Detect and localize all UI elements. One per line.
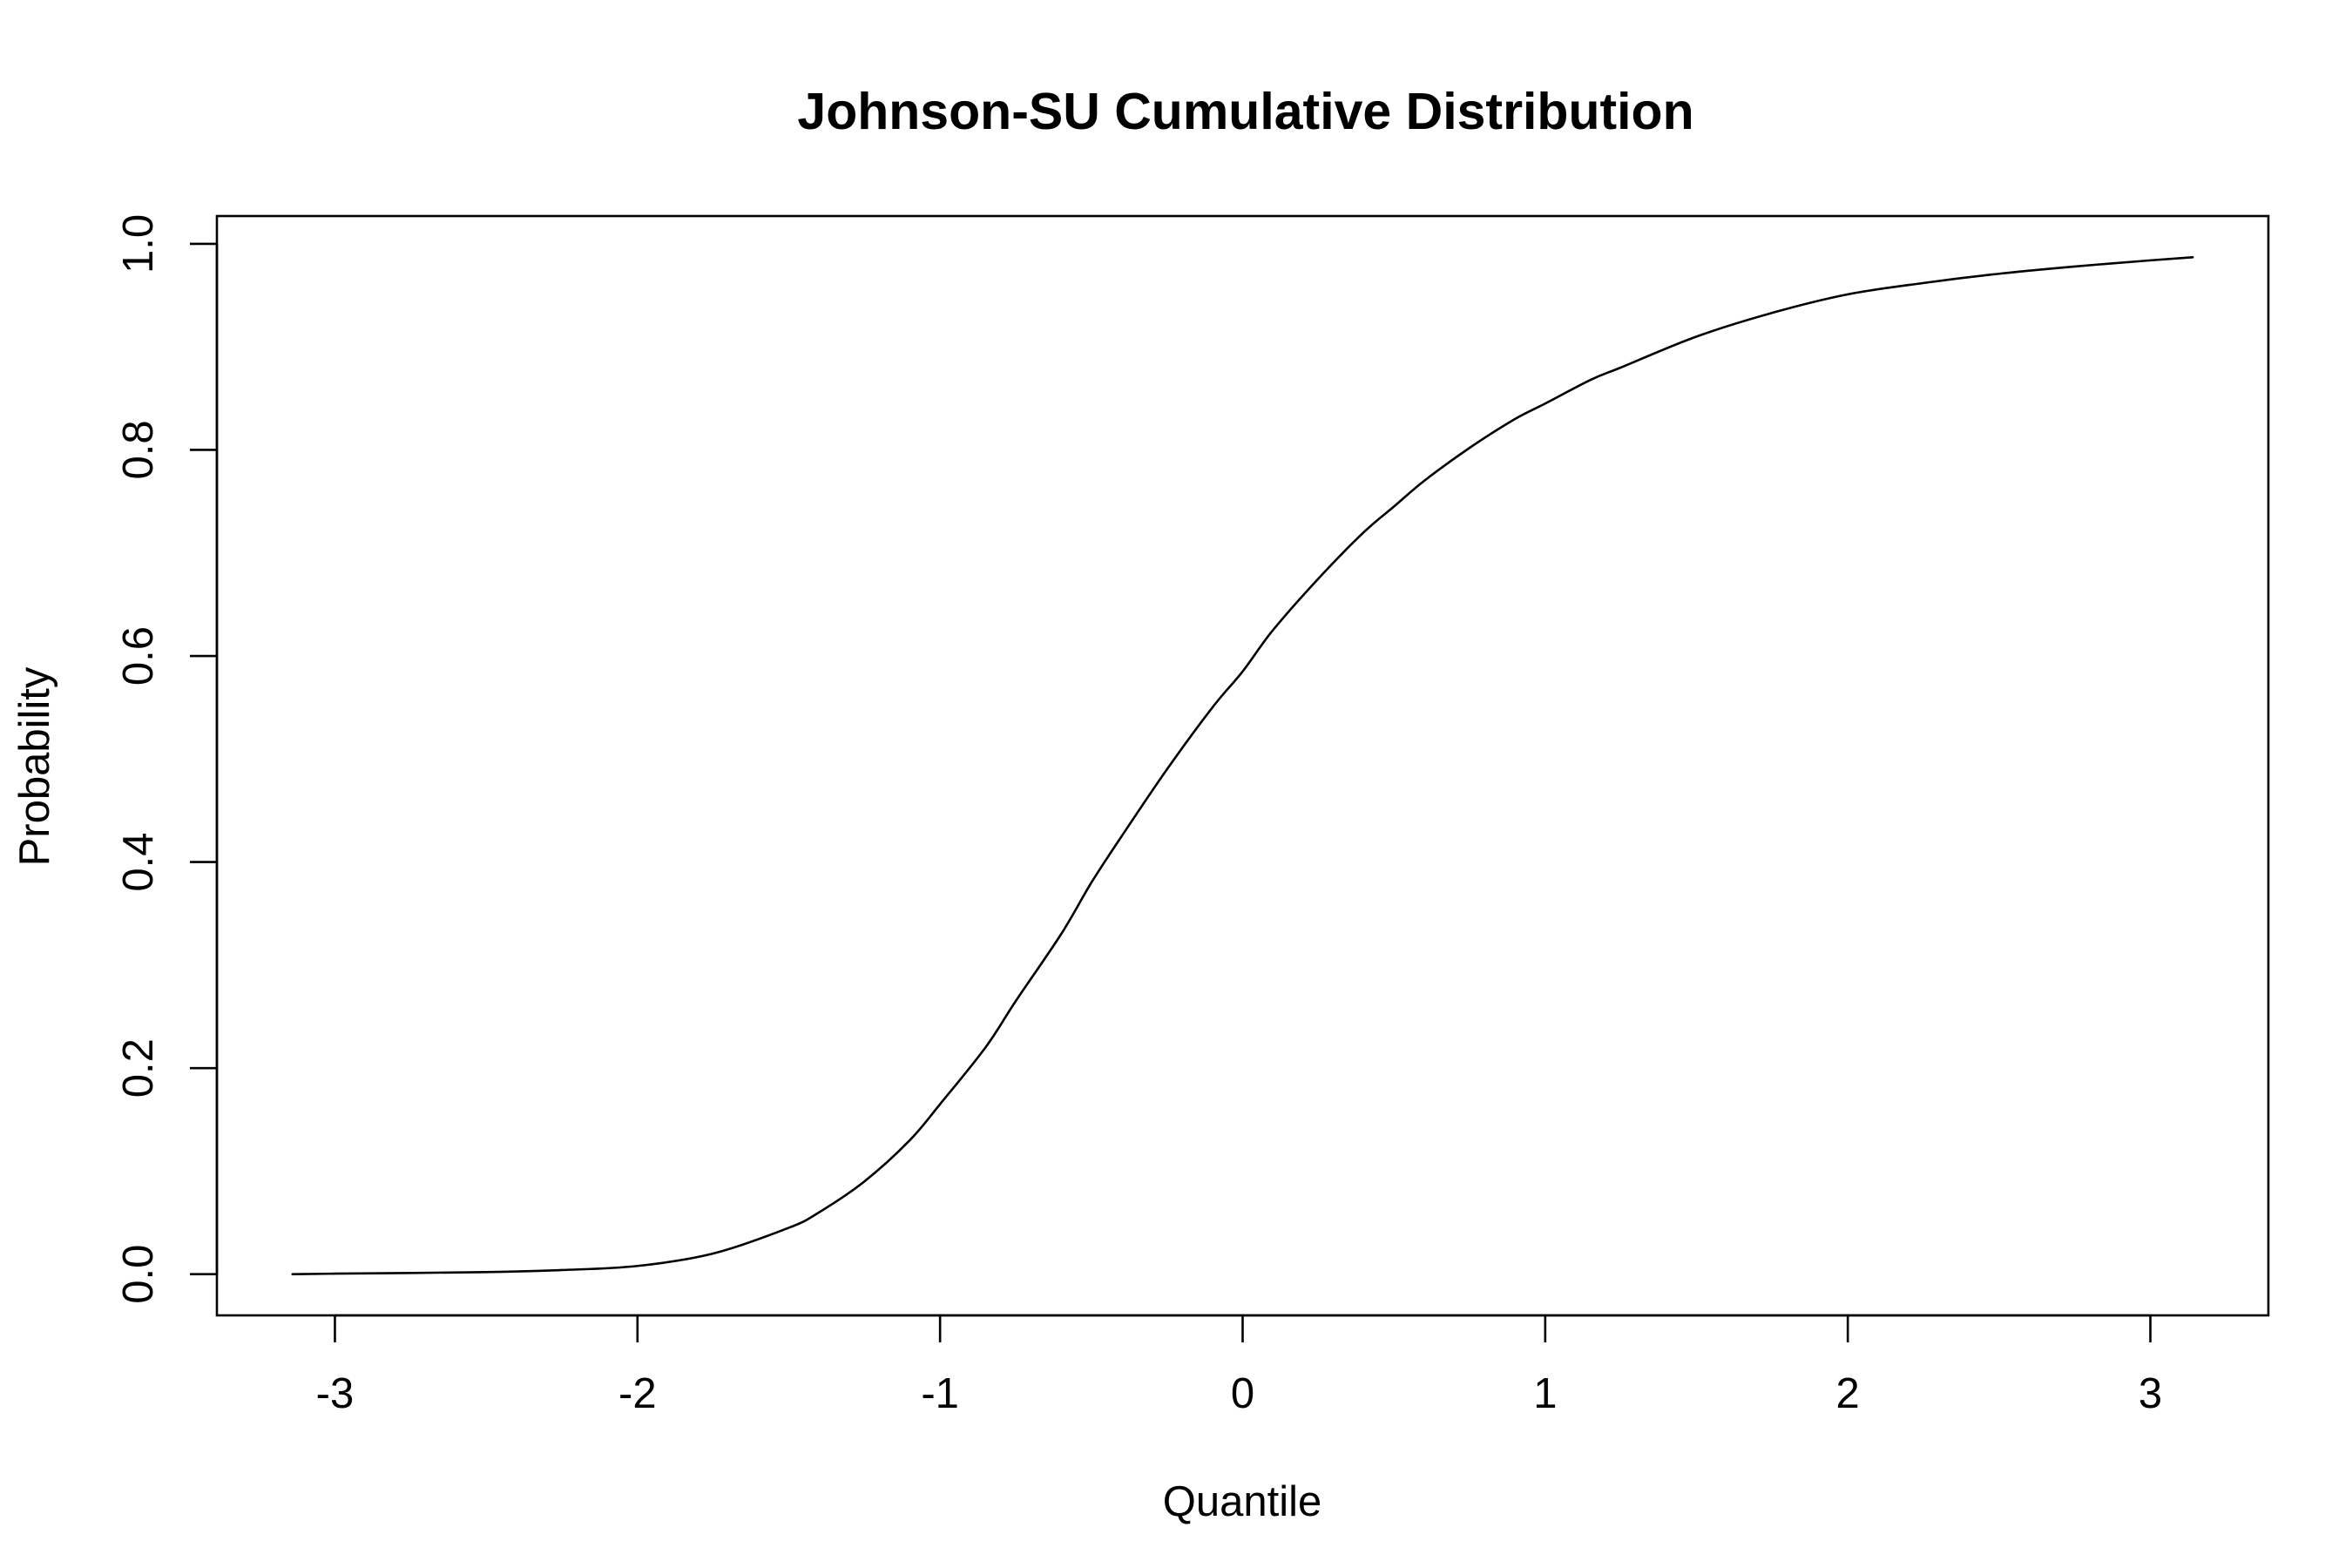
x-tick-label: 3 xyxy=(2139,1370,2162,1417)
y-axis-label: Probability xyxy=(11,666,58,866)
y-tick-label: 1.0 xyxy=(115,214,162,274)
x-tick-label: -1 xyxy=(921,1370,959,1417)
x-tick-label: 0 xyxy=(1231,1370,1254,1417)
y-tick-label: 0.6 xyxy=(115,626,162,686)
x-axis-label: Quantile xyxy=(1163,1478,1322,1525)
y-tick-label: 0.2 xyxy=(115,1038,162,1098)
x-tick-label: 1 xyxy=(1533,1370,1557,1417)
y-tick-label: 0.0 xyxy=(115,1245,162,1304)
x-tick-label: -2 xyxy=(618,1370,657,1417)
chart-title: Johnson-SU Cumulative Distribution xyxy=(797,83,1693,140)
y-axis: 0.0 0.2 0.4 0.6 0.8 1.0 xyxy=(115,214,219,1304)
x-tick-label: -3 xyxy=(316,1370,355,1417)
y-tick-label: 0.8 xyxy=(115,420,162,479)
x-tick-label: 2 xyxy=(1836,1370,1860,1417)
cdf-series-line xyxy=(291,256,2194,1275)
x-axis: -3 -2 -1 0 1 2 3 xyxy=(316,1314,2162,1417)
y-tick-label: 0.4 xyxy=(115,833,162,892)
